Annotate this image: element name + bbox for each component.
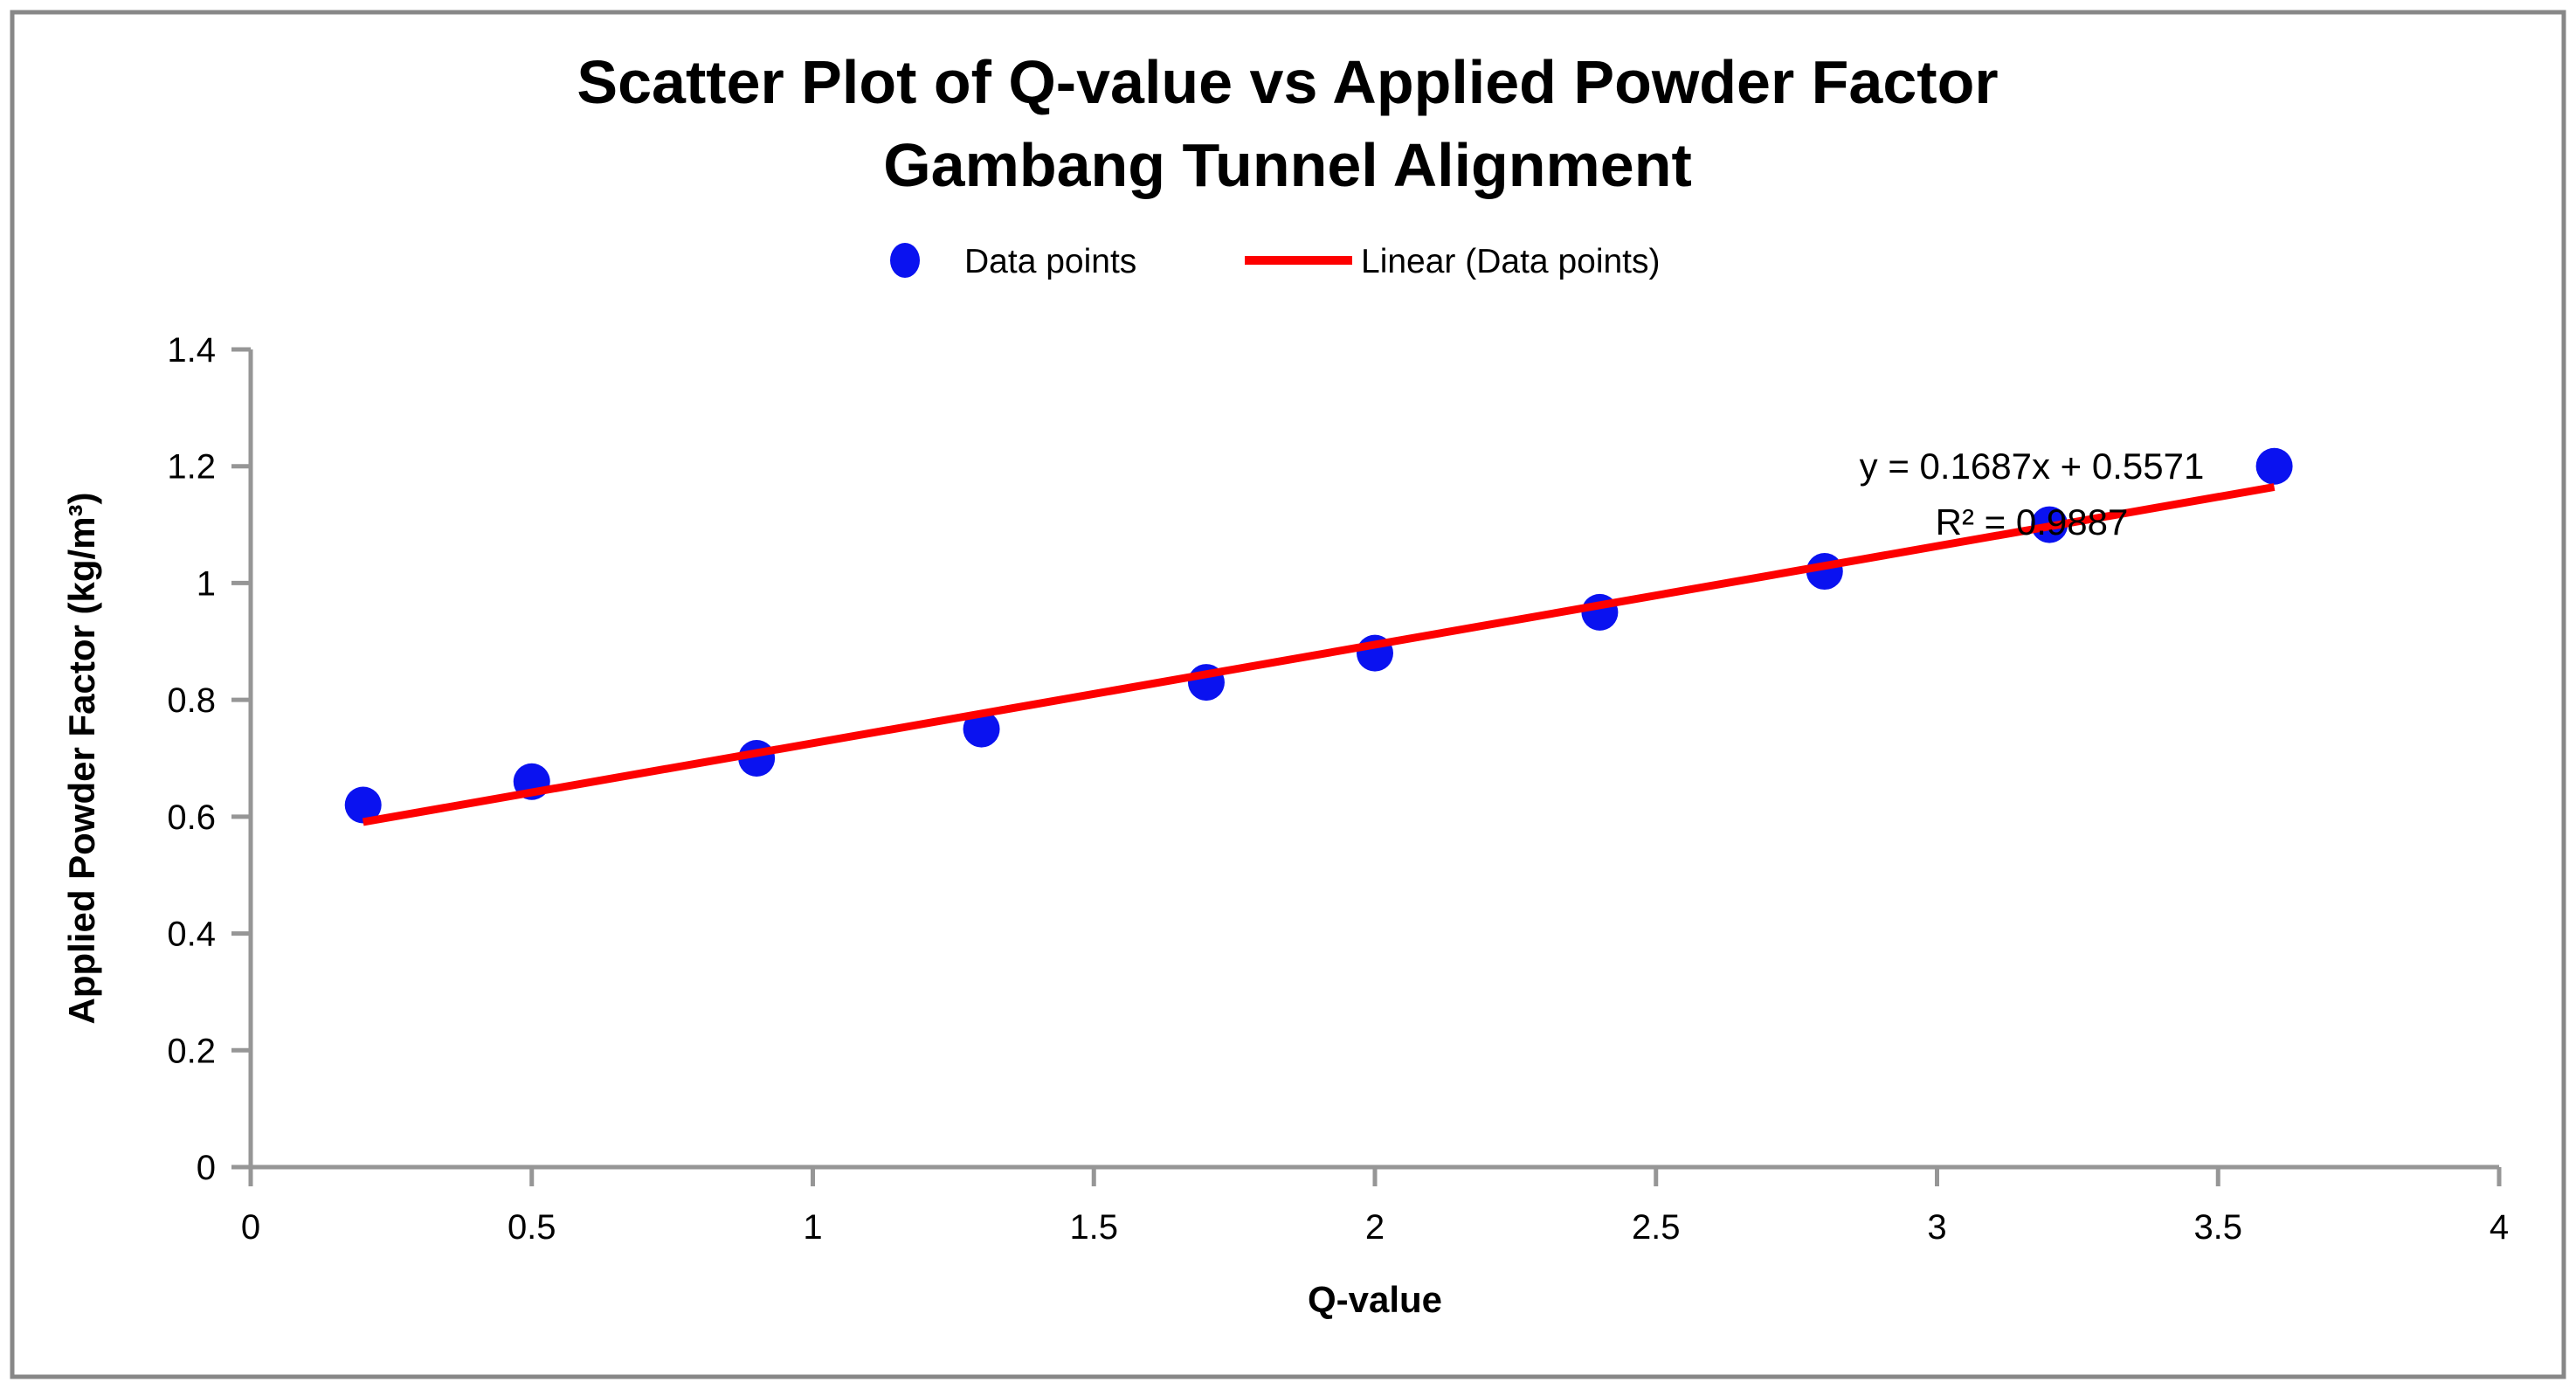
data-point [2255,447,2293,485]
x-axis-title: Q-value [1308,1279,1442,1320]
x-tick-labels: 0 0.5 1 1.5 2 2.5 3 3.5 4 [241,1208,2509,1247]
trendline-equation-label: y = 0.1687x + 0.5571 [1860,446,2205,487]
x-tick-label: 1 [803,1208,822,1247]
y-tick-label: 0.8 [167,681,216,720]
chart-subtitle: Gambang Tunnel Alignment [883,131,1692,199]
legend-data-points-circle-icon [890,243,920,278]
data-point [963,710,1000,748]
trendline [362,483,2276,826]
legend-trendline-label: Linear (Data points) [1361,243,1661,280]
legend-data-points-label: Data points [964,243,1136,280]
x-tick-label: 0 [241,1208,260,1247]
y-tick-label: 0.2 [167,1032,216,1070]
y-tick-label: 0.4 [167,916,216,954]
x-tick-label: 3 [1927,1208,1946,1247]
x-tick-label: 2 [1365,1208,1385,1247]
y-tick-label: 1.2 [167,448,216,487]
x-tick-label: 0.5 [508,1208,556,1247]
y-tick-labels: 0 0.2 0.4 0.6 0.8 1 1.2 1.4 [167,331,216,1187]
chart-border [10,10,2566,1379]
trendline-r2-label: R² = 0.9887 [1936,501,2129,542]
y-ticks [231,347,251,1170]
y-tick-label: 0 [197,1149,216,1187]
y-tick-label: 1.4 [167,331,216,370]
y-tick-label: 0.6 [167,798,216,837]
y-tick-label: 1 [197,564,216,603]
chart-title: Scatter Plot of Q-value vs Applied Powde… [577,48,1998,116]
legend: Data points Linear (Data points) [890,243,1661,280]
x-tick-label: 3.5 [2193,1208,2242,1247]
y-axis-title: Applied Powder Factor (kg/m³) [61,492,102,1024]
x-tick-label: 4 [2490,1208,2509,1247]
x-tick-label: 2.5 [1632,1208,1681,1247]
data-point [344,786,382,824]
x-tick-label: 1.5 [1069,1208,1118,1247]
x-ticks [248,1167,2502,1186]
